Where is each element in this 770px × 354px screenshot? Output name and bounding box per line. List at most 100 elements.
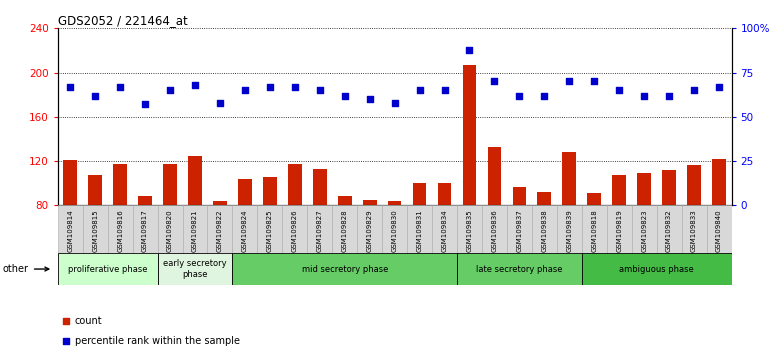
Point — [363, 96, 376, 102]
Bar — [158, 253, 233, 285]
Bar — [182, 205, 207, 253]
Bar — [158, 205, 182, 253]
Bar — [288, 164, 302, 205]
Bar — [283, 205, 307, 253]
Point — [313, 87, 326, 93]
Text: GSM109830: GSM109830 — [392, 209, 397, 252]
Bar — [139, 196, 152, 205]
Bar — [432, 205, 457, 253]
Point — [189, 82, 201, 88]
Bar — [537, 192, 551, 205]
Text: GSM109822: GSM109822 — [217, 209, 223, 252]
Text: proliferative phase: proliferative phase — [68, 264, 147, 274]
Text: GSM109818: GSM109818 — [591, 209, 598, 252]
Point — [613, 87, 625, 93]
Point — [588, 79, 601, 84]
Point — [638, 93, 651, 98]
Point — [388, 100, 400, 105]
Point — [289, 84, 301, 90]
Point — [164, 87, 176, 93]
Text: GSM109835: GSM109835 — [467, 209, 473, 252]
Bar — [332, 205, 357, 253]
Bar — [513, 187, 526, 205]
Text: GSM109827: GSM109827 — [316, 209, 323, 252]
Text: GSM109817: GSM109817 — [142, 209, 148, 252]
Bar — [113, 164, 127, 205]
Text: GSM109828: GSM109828 — [342, 209, 348, 252]
Point — [538, 93, 551, 98]
Point — [214, 100, 226, 105]
Bar — [313, 169, 326, 205]
Text: GSM109821: GSM109821 — [192, 209, 198, 252]
Bar — [562, 152, 576, 205]
Point — [488, 79, 500, 84]
Bar — [687, 166, 701, 205]
Point — [688, 87, 700, 93]
Bar — [257, 205, 283, 253]
Bar — [163, 164, 177, 205]
Bar — [712, 159, 726, 205]
Bar — [631, 205, 657, 253]
Text: other: other — [3, 264, 49, 274]
Bar — [582, 253, 732, 285]
Text: GSM109815: GSM109815 — [92, 209, 99, 252]
Bar — [557, 205, 582, 253]
Text: GSM109814: GSM109814 — [67, 209, 73, 252]
Bar — [307, 205, 332, 253]
Point — [413, 87, 426, 93]
Point — [464, 241, 477, 247]
Text: late secretory phase: late secretory phase — [476, 264, 563, 274]
Bar — [507, 205, 532, 253]
Bar — [108, 205, 132, 253]
Point — [64, 84, 76, 90]
Text: GSM109833: GSM109833 — [691, 209, 697, 252]
Text: GSM109832: GSM109832 — [666, 209, 672, 252]
Text: GSM109825: GSM109825 — [267, 209, 273, 252]
Point — [563, 79, 575, 84]
Bar — [63, 160, 77, 205]
Text: GSM109831: GSM109831 — [417, 209, 423, 252]
Point — [239, 87, 251, 93]
Bar — [582, 205, 607, 253]
Text: GSM109816: GSM109816 — [117, 209, 123, 252]
Point — [663, 93, 675, 98]
Bar — [457, 205, 482, 253]
Point — [263, 84, 276, 90]
Text: GSM109837: GSM109837 — [517, 209, 522, 252]
Bar — [463, 65, 477, 205]
Bar — [437, 183, 451, 205]
Bar — [487, 147, 501, 205]
Bar — [607, 205, 631, 253]
Text: percentile rank within the sample: percentile rank within the sample — [75, 336, 239, 346]
Bar — [238, 179, 252, 205]
Text: GSM109826: GSM109826 — [292, 209, 298, 252]
Point — [139, 102, 151, 107]
Bar — [363, 200, 377, 205]
Text: early secretory
phase: early secretory phase — [163, 259, 227, 279]
Bar — [482, 205, 507, 253]
Text: count: count — [75, 315, 102, 326]
Bar — [662, 170, 676, 205]
Bar — [532, 205, 557, 253]
Text: GSM109836: GSM109836 — [491, 209, 497, 252]
Point — [339, 93, 351, 98]
Bar — [338, 196, 352, 205]
Point — [114, 84, 126, 90]
Bar — [382, 205, 407, 253]
Bar — [233, 253, 457, 285]
Point — [713, 84, 725, 90]
Bar — [457, 253, 582, 285]
Text: GSM109819: GSM109819 — [616, 209, 622, 252]
Bar — [407, 205, 432, 253]
Text: GSM109834: GSM109834 — [441, 209, 447, 252]
Point — [89, 93, 102, 98]
Bar — [388, 201, 401, 205]
Bar — [707, 205, 732, 253]
Text: GDS2052 / 221464_at: GDS2052 / 221464_at — [58, 14, 188, 27]
Bar — [233, 205, 257, 253]
Bar — [263, 177, 276, 205]
Bar — [612, 176, 626, 205]
Text: mid secretory phase: mid secretory phase — [302, 264, 388, 274]
Text: GSM109829: GSM109829 — [367, 209, 373, 252]
Point — [514, 93, 526, 98]
